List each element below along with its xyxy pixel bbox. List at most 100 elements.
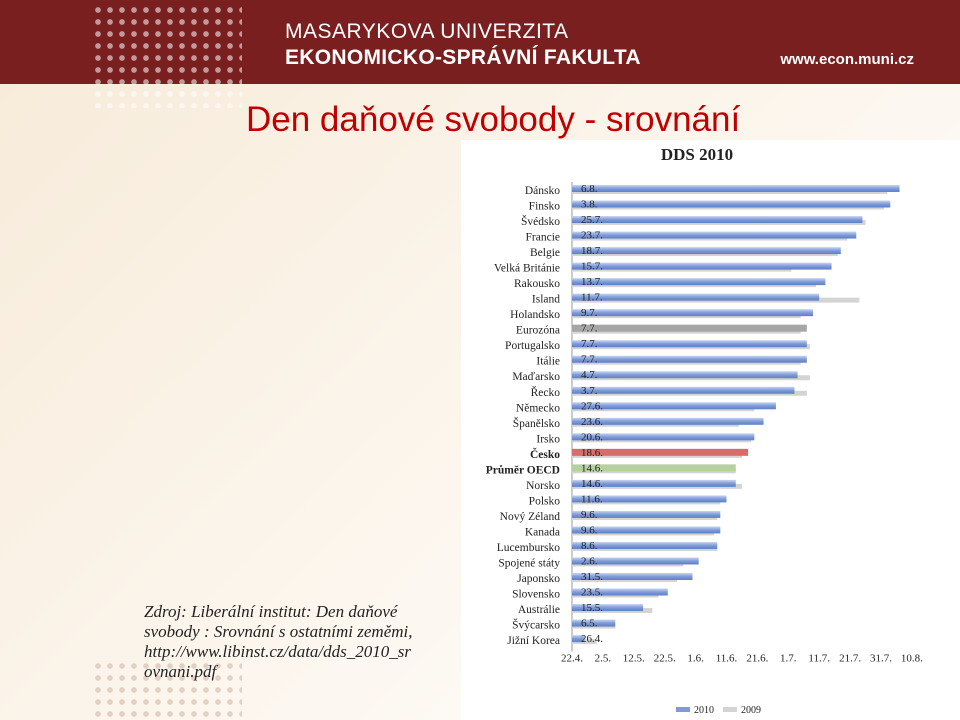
bar-2010 bbox=[572, 247, 841, 255]
category-label: Jižní Korea bbox=[507, 635, 560, 647]
bar-2010 bbox=[572, 262, 832, 270]
data-label: 23.5. bbox=[581, 587, 603, 599]
chart-title: DDS 2010 bbox=[661, 145, 733, 164]
bar-2010 bbox=[572, 433, 755, 441]
data-label: 11.7. bbox=[581, 292, 603, 304]
bar-2010 bbox=[572, 541, 718, 549]
website-link[interactable]: www.econ.muni.cz bbox=[780, 51, 914, 68]
category-label: Německo bbox=[516, 402, 560, 414]
data-label: 31.5. bbox=[581, 571, 603, 583]
dds-bar-chart: DDS 2010 Dánsko 6.8. Finsko 3.8. Švédsko 25.7.… bbox=[486, 145, 923, 716]
data-label: 7.7. bbox=[581, 323, 598, 335]
bar-2010 bbox=[572, 479, 736, 487]
data-label: 2.6. bbox=[581, 555, 598, 567]
data-label: 14.6. bbox=[581, 478, 603, 490]
x-tick-label: 31.7. bbox=[870, 653, 892, 665]
bar-2010 bbox=[572, 309, 814, 317]
bar-2010 bbox=[572, 185, 900, 192]
data-label: 25.7. bbox=[581, 214, 603, 226]
data-label: 15.5. bbox=[581, 602, 603, 614]
bar-2010 bbox=[572, 495, 727, 503]
category-label: Řecko bbox=[531, 385, 561, 399]
data-label: 3.7. bbox=[581, 385, 598, 397]
category-label: Eurozóna bbox=[516, 325, 560, 337]
category-label: Kanada bbox=[525, 526, 560, 538]
legend-label-2009: 2009 bbox=[741, 705, 761, 716]
bar-2010 bbox=[572, 448, 749, 456]
data-label: 7.7. bbox=[581, 338, 598, 350]
data-label: 13.7. bbox=[581, 276, 603, 288]
data-label: 7.7. bbox=[581, 354, 598, 366]
category-label: Slovensko bbox=[512, 589, 560, 601]
data-label: 23.7. bbox=[581, 230, 603, 242]
category-label: Lucembursko bbox=[497, 542, 560, 554]
category-label: Norsko bbox=[526, 480, 560, 492]
category-label: Česko bbox=[530, 447, 560, 461]
bar-2010 bbox=[572, 635, 585, 643]
bar-2010 bbox=[572, 340, 807, 348]
category-label: Island bbox=[532, 294, 560, 306]
category-label: Polsko bbox=[529, 495, 561, 507]
header-bar: MASARYKOVA UNIVERZITA EKONOMICKO-SPRÁVNÍ… bbox=[0, 0, 960, 108]
bar-2010 bbox=[572, 557, 699, 565]
bar-2010 bbox=[572, 510, 721, 518]
source-line-4[interactable]: ovnani.pdf bbox=[144, 662, 217, 681]
x-tick-label: 22.5. bbox=[654, 653, 676, 665]
x-tick-label: 11.6. bbox=[716, 653, 738, 665]
data-label: 9.7. bbox=[581, 307, 598, 319]
category-label: Švédsko bbox=[521, 214, 560, 228]
x-tick-label: 21.7. bbox=[839, 653, 861, 665]
source-line-1: Zdroj: Liberální institut: Den daňové bbox=[144, 602, 398, 621]
chart-panel: DDS 2010 Dánsko 6.8. Finsko 3.8. Švédsko 25.7.… bbox=[461, 140, 960, 720]
category-label: Japonsko bbox=[517, 573, 560, 585]
source-line-2: svobody : Srovnání s ostatními zeměmi, bbox=[144, 622, 413, 641]
data-label: 6.8. bbox=[581, 183, 598, 195]
category-label: Irsko bbox=[536, 433, 560, 445]
footer-dot-pattern bbox=[92, 660, 242, 720]
bar-2010 bbox=[572, 619, 616, 627]
data-label: 9.6. bbox=[581, 509, 598, 521]
category-label: Spojené státy bbox=[498, 557, 560, 569]
data-label: 8.6. bbox=[581, 540, 598, 552]
bar-2010 bbox=[572, 293, 820, 301]
bar-2010 bbox=[572, 278, 826, 286]
category-label: Portugalsko bbox=[505, 340, 560, 352]
x-tick-label: 21.6. bbox=[746, 653, 768, 665]
bar-2010 bbox=[572, 371, 798, 379]
data-label: 11.6. bbox=[581, 493, 603, 505]
bar-2010 bbox=[572, 417, 764, 425]
category-label: Nový Zéland bbox=[500, 511, 561, 523]
data-label: 26.4. bbox=[581, 633, 603, 645]
legend-label-2010: 2010 bbox=[694, 705, 714, 716]
x-tick-label: 1.6. bbox=[687, 653, 704, 665]
source-line-3[interactable]: http://www.libinst.cz/data/dds_2010_sr bbox=[144, 642, 411, 661]
bar-2010 bbox=[572, 573, 693, 580]
bar-2010 bbox=[572, 200, 891, 208]
data-label: 23.6. bbox=[581, 416, 603, 428]
data-label: 14.6. bbox=[581, 462, 603, 474]
bar-2010 bbox=[572, 231, 857, 239]
x-tick-label: 22.4. bbox=[561, 653, 583, 665]
legend-swatch-2010 bbox=[676, 707, 690, 712]
bar-2010 bbox=[572, 355, 807, 363]
bar-2010 bbox=[572, 216, 863, 224]
university-name: MASARYKOVA UNIVERZITA bbox=[285, 20, 569, 43]
x-tick-label: 1.7. bbox=[780, 653, 797, 665]
header-dot-pattern bbox=[92, 4, 242, 108]
category-label: Finsko bbox=[529, 201, 561, 213]
category-label: Holandsko bbox=[510, 309, 560, 321]
legend-swatch-2009 bbox=[723, 707, 737, 712]
data-label: 18.7. bbox=[581, 245, 603, 257]
x-tick-label: 11.7. bbox=[808, 653, 830, 665]
data-label: 9.6. bbox=[581, 524, 598, 536]
category-label: Rakousko bbox=[514, 278, 560, 290]
category-label: Austrálie bbox=[518, 604, 560, 616]
category-label: Belgie bbox=[530, 247, 560, 259]
data-label: 6.5. bbox=[581, 618, 598, 630]
bar-2010 bbox=[572, 604, 644, 612]
data-label: 18.6. bbox=[581, 447, 603, 459]
bar-2010 bbox=[572, 402, 776, 410]
category-label: Dánsko bbox=[525, 185, 560, 197]
category-label: Průměr OECD bbox=[486, 463, 560, 476]
bar-2010 bbox=[572, 386, 795, 394]
